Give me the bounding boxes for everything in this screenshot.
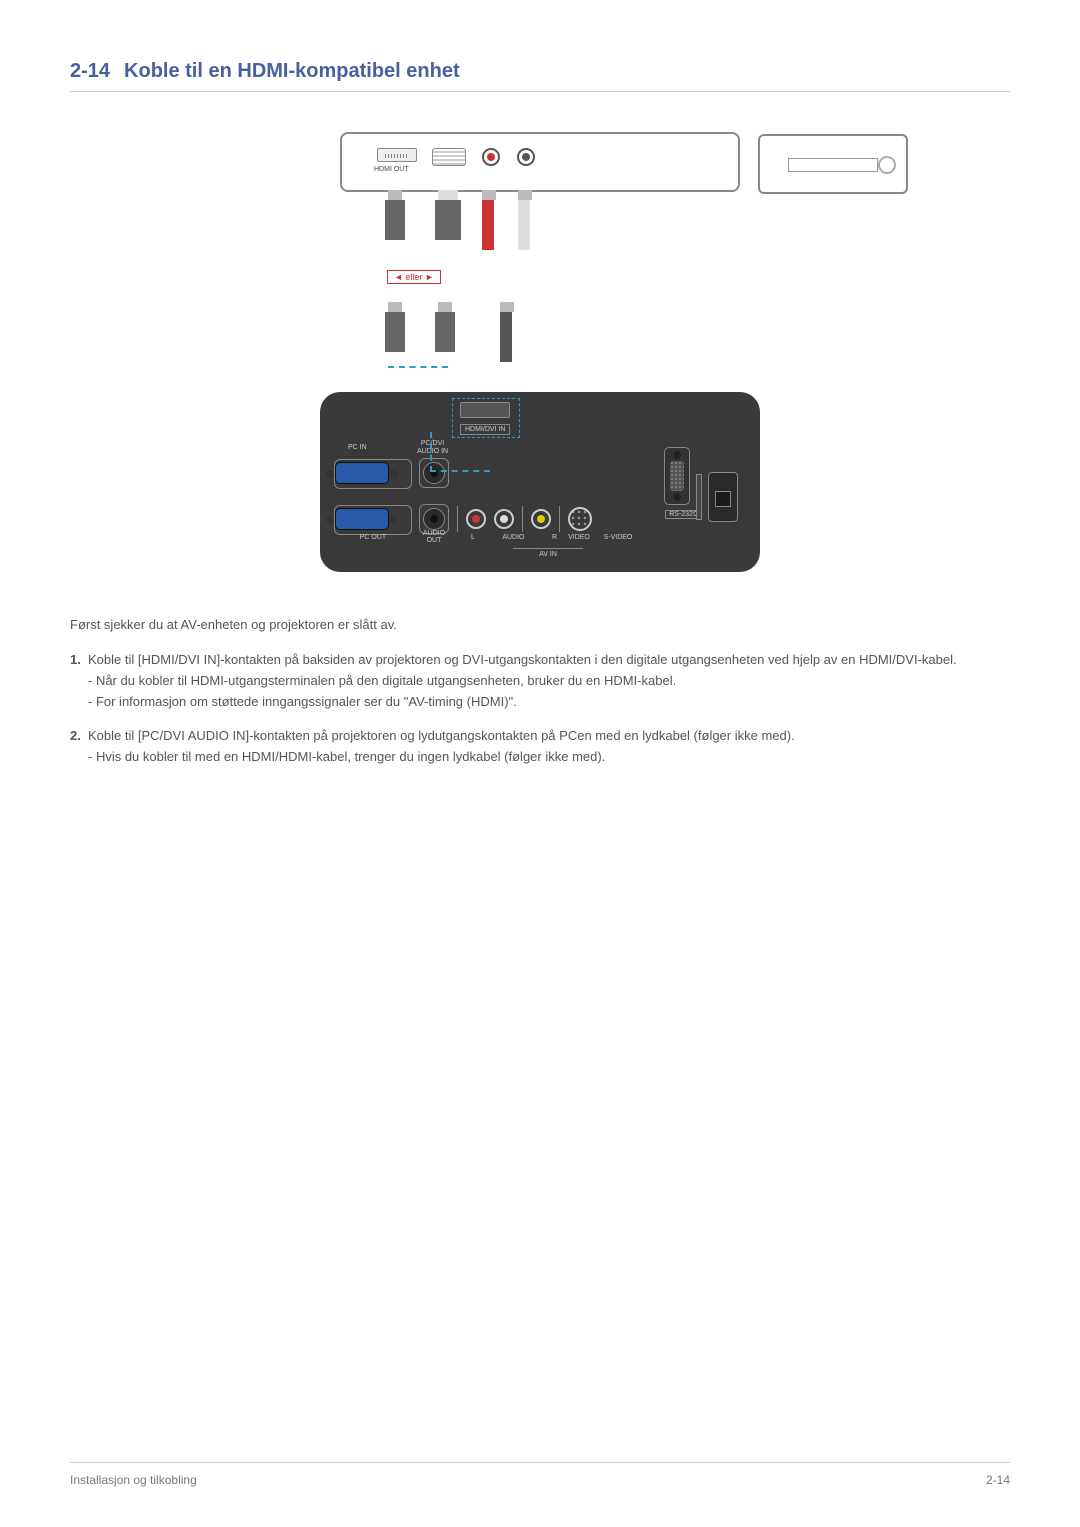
step-2-sub-1: - Hvis du kobler til med en HDMI/HDMI-ka… xyxy=(88,747,1010,768)
connection-diagram: HDMI OUT eller xyxy=(70,132,1010,577)
pc-in-label: PC IN xyxy=(348,444,367,451)
pc-in-vga-port xyxy=(335,462,389,484)
section-title-text: Koble til en HDMI-kompatibel enhet xyxy=(124,60,460,82)
power-fin-icon xyxy=(696,474,702,520)
audio-rca-red-icon xyxy=(482,200,494,250)
pc-out-vga-port xyxy=(335,508,389,530)
hdmi-connector-bottom-a-icon xyxy=(385,312,405,352)
audio-lr-label: L AUDIO R xyxy=(471,534,557,541)
step-1-sub-2: - For informasjon om støttede inngangssi… xyxy=(88,692,1010,713)
rs232-port xyxy=(664,447,690,505)
steps-list: Koble til [HDMI/DVI IN]-kontakten på bak… xyxy=(70,650,1010,768)
hdmi-connector-top-icon xyxy=(385,200,405,240)
hdmi-connector-bottom-b-icon xyxy=(435,312,455,352)
rca-white-jack xyxy=(517,148,535,166)
av-in-label: AV IN xyxy=(513,548,583,558)
page-footer: Installasjon og tilkobling 2-14 xyxy=(70,1462,1010,1487)
player-button-icon xyxy=(878,156,896,174)
projector-hdmi-port xyxy=(460,402,510,418)
step-2-main: Koble til [PC/DVI AUDIO IN]-kontakten på… xyxy=(88,728,795,743)
rca-audio-l xyxy=(466,509,486,529)
section-number: 2-14 xyxy=(70,60,110,82)
rca-red-jack xyxy=(482,148,500,166)
footer-right: 2-14 xyxy=(986,1473,1010,1487)
projector-rear-panel: HDMI/DVI IN PC IN PC/DVI AUDIO IN xyxy=(320,392,760,572)
audio-out-jack xyxy=(423,508,445,530)
source-device: HDMI OUT xyxy=(340,132,740,192)
step-1-main: Koble til [HDMI/DVI IN]-kontakten på bak… xyxy=(88,652,957,667)
section-header: 2-14 Koble til en HDMI-kompatibel enhet xyxy=(70,60,1010,92)
dvi-connector-top-icon xyxy=(435,200,461,240)
page-title: 2-14 Koble til en HDMI-kompatibel enhet xyxy=(70,60,1010,83)
or-label: eller xyxy=(387,270,441,284)
hdmi-out-label: HDMI OUT xyxy=(374,166,409,173)
audio-path-highlight xyxy=(430,432,490,472)
svideo-label: S-VIDEO xyxy=(601,534,635,541)
power-port xyxy=(708,472,738,522)
footer-left: Installasjon og tilkobling xyxy=(70,1473,197,1487)
rca-video xyxy=(531,509,551,529)
step-1: Koble til [HDMI/DVI IN]-kontakten på bak… xyxy=(88,650,1010,712)
projector-hdmi-group: HDMI/DVI IN xyxy=(460,402,510,436)
divider-icon-3 xyxy=(559,506,560,532)
audio-minijack-icon xyxy=(500,312,512,362)
divider-icon xyxy=(457,506,458,532)
pc-out-label: PC OUT xyxy=(335,534,411,541)
diagram-inner: HDMI OUT eller xyxy=(320,132,760,572)
player-tray xyxy=(788,158,878,172)
projector-bottom-labels: PC OUT AUDIO OUT L AUDIO R VIDEO S-VIDEO xyxy=(335,530,635,544)
video-label: VIDEO xyxy=(565,534,593,541)
audio-out-label: AUDIO OUT xyxy=(419,530,449,544)
step-1-sub-1: - Når du kobler til HDMI-utgangsterminal… xyxy=(88,671,1010,692)
pc-out-vga-wrap xyxy=(335,508,411,530)
pc-in-vga-wrap xyxy=(335,462,411,484)
svideo-port xyxy=(568,507,592,531)
divider-icon-2 xyxy=(522,506,523,532)
intro-text: Først sjekker du at AV-enheten og projek… xyxy=(70,617,1010,632)
dvd-player-device xyxy=(758,134,908,194)
cable-section: eller xyxy=(340,192,740,392)
rca-audio-r xyxy=(494,509,514,529)
step-2: Koble til [PC/DVI AUDIO IN]-kontakten på… xyxy=(88,726,1010,768)
audio-rca-white-icon xyxy=(518,200,530,250)
dvi-out-port xyxy=(432,148,466,166)
cable-highlight-line xyxy=(388,366,448,368)
hdmi-out-port xyxy=(377,148,417,162)
